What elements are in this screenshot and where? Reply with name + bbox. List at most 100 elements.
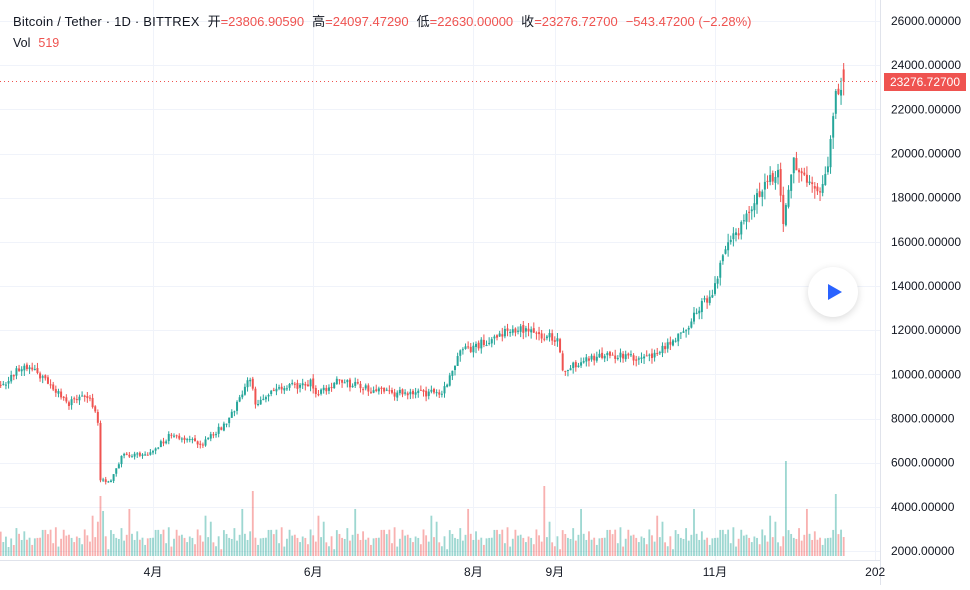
- volume-bar: [307, 544, 309, 556]
- volume-bar: [83, 529, 86, 556]
- volume-bar: [47, 534, 49, 556]
- volume-bar: [782, 536, 785, 556]
- volume-bar: [170, 546, 173, 556]
- candle-body: [46, 377, 49, 384]
- volume-bar: [732, 527, 735, 556]
- candle-body: [438, 392, 441, 395]
- candle-body: [532, 328, 535, 333]
- volume-bar: [522, 537, 525, 556]
- price-tick-label: 16000.00000: [891, 235, 961, 249]
- play-button[interactable]: [808, 267, 858, 317]
- volume-bar: [461, 540, 464, 556]
- volume-bar: [272, 534, 275, 556]
- candle-body: [175, 435, 178, 437]
- candle-body: [54, 389, 57, 393]
- candle-body: [480, 339, 483, 349]
- candle-body: [351, 385, 354, 388]
- volume-bar: [262, 537, 265, 556]
- candle-body: [703, 298, 706, 300]
- candle-body: [125, 453, 128, 455]
- price-tick-label: 18000.00000: [891, 191, 961, 205]
- volume-bar: [829, 537, 832, 556]
- candle-body: [706, 298, 709, 303]
- volume-bar: [616, 543, 619, 556]
- volume-bar: [49, 529, 52, 556]
- volume-bar: [503, 543, 506, 556]
- volume-bar: [162, 529, 165, 556]
- candle-body: [451, 370, 454, 376]
- volume-bar: [41, 529, 44, 556]
- volume-bar: [191, 537, 194, 556]
- candle-body: [524, 328, 527, 332]
- candle-body: [173, 435, 176, 437]
- volume-bar: [430, 515, 433, 556]
- candle-body: [661, 345, 664, 354]
- candle-body: [803, 172, 806, 175]
- volume-bar: [498, 534, 501, 556]
- candle-body: [86, 396, 89, 399]
- volume-bar: [834, 494, 837, 556]
- volume-bar: [346, 528, 349, 556]
- candle-body: [669, 341, 672, 345]
- candle-body: [335, 378, 338, 384]
- volume-bar: [611, 534, 614, 556]
- time-axis[interactable]: 4月 6月 8月 9月 11月 202: [144, 565, 886, 579]
- candle-body: [485, 344, 488, 346]
- volume-bar: [91, 515, 94, 556]
- candle-body: [18, 368, 21, 371]
- volume-bar: [7, 547, 10, 556]
- candle-body: [254, 388, 257, 405]
- candle-body: [629, 354, 632, 356]
- volume-bar: [68, 534, 70, 556]
- volume-bar: [212, 542, 215, 556]
- volume-bar: [813, 531, 816, 556]
- volume-bar: [406, 534, 409, 556]
- volume-bar: [75, 536, 78, 556]
- volume-bar: [73, 542, 76, 556]
- candle-body: [327, 387, 330, 391]
- candle-body: [222, 423, 225, 431]
- candle-body: [493, 336, 496, 339]
- candle-body: [398, 389, 401, 394]
- volume-bar: [178, 535, 181, 556]
- volume-bar: [595, 544, 598, 556]
- volume-bar: [669, 536, 672, 556]
- volume-bar: [0, 531, 2, 556]
- volume-bar: [674, 530, 677, 556]
- volume-bar: [687, 540, 690, 556]
- time-tick-label: 8月: [464, 565, 483, 579]
- volume-bar: [567, 537, 569, 556]
- volume-bar: [154, 529, 157, 556]
- candle-body: [196, 441, 199, 445]
- symbol-title[interactable]: Bitcoin / Tether · 1D · BITTREX: [13, 14, 200, 29]
- candle-body: [411, 390, 414, 395]
- candle-body: [296, 382, 299, 389]
- volume-bar: [454, 537, 456, 556]
- volume-bar: [364, 539, 367, 556]
- volume-bar: [582, 533, 585, 556]
- volume-bar: [246, 539, 249, 556]
- candle-body: [551, 333, 554, 341]
- candle-body: [283, 388, 286, 391]
- volume-bar: [685, 528, 688, 556]
- volume-bar: [26, 539, 28, 556]
- candle-body: [278, 387, 281, 389]
- candle-body: [685, 330, 688, 332]
- candle-body: [527, 328, 530, 332]
- candle-body: [774, 176, 777, 183]
- volume-bar: [740, 529, 743, 556]
- candle-body: [225, 423, 228, 425]
- volume-bar: [136, 531, 139, 556]
- candle-body: [425, 390, 428, 397]
- volume-bar: [62, 529, 65, 556]
- volume-bar: [774, 521, 777, 556]
- volume-bar: [110, 530, 112, 556]
- volume-bar: [493, 529, 496, 556]
- volume-bar: [349, 540, 351, 556]
- volume-bar: [207, 537, 210, 556]
- volume-bar: [120, 528, 123, 556]
- volume-bar: [643, 537, 646, 556]
- price-axis[interactable]: 26000.00000 24000.00000 22000.00000 20000.0…: [891, 14, 961, 558]
